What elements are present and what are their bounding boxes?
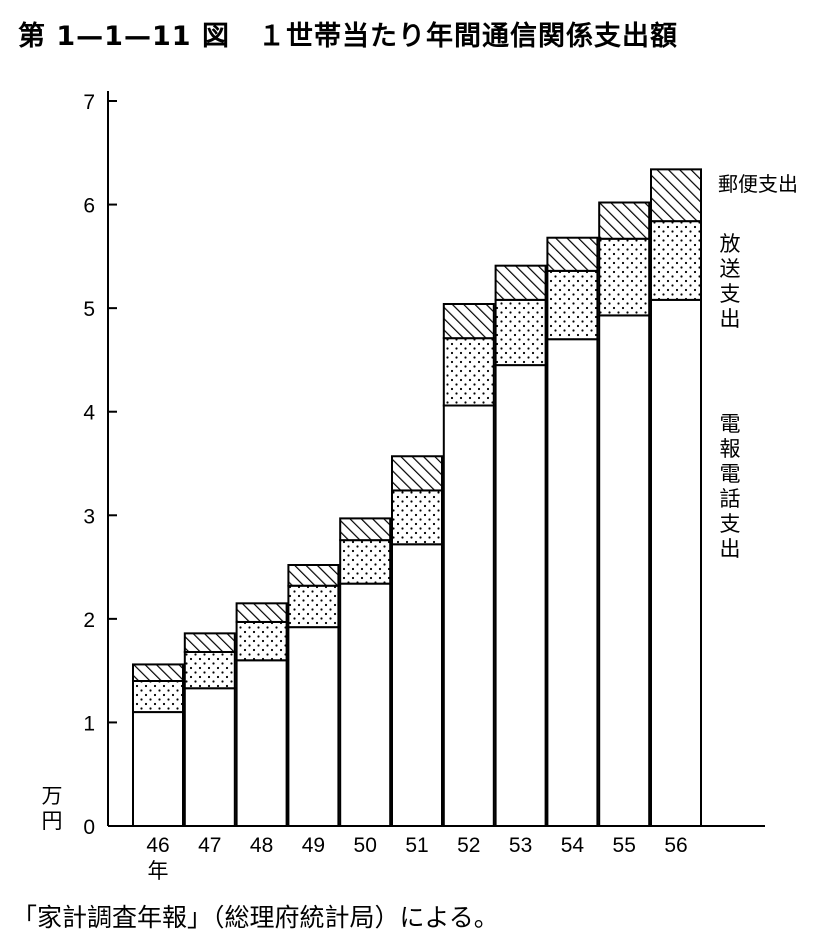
x-tick-label: 55 <box>613 834 636 857</box>
x-unit-label: 年 <box>148 859 169 883</box>
legend-label-broadcast: 放送支出 <box>719 232 741 331</box>
x-tick-label: 53 <box>509 834 532 857</box>
bar-segment-plain <box>650 298 702 828</box>
x-tick-label: 46 <box>146 834 169 857</box>
bar-segment-dots <box>235 620 288 662</box>
legend-label-telecom: 電報電話支出 <box>719 412 741 561</box>
bar-segment-hatch <box>339 517 392 542</box>
x-tick-label: 48 <box>250 834 273 857</box>
bar-segment-dots <box>183 651 236 690</box>
bar-segment-plain <box>339 582 392 828</box>
y-tick-label: 1 <box>83 712 95 735</box>
bar-segment-plain <box>132 711 184 827</box>
bar-segment-hatch <box>598 201 651 240</box>
bar-segment-dots <box>598 237 651 317</box>
x-tick-label: 51 <box>405 834 428 857</box>
y-tick-label: 7 <box>83 91 95 114</box>
bar-segment-dots <box>339 539 392 585</box>
bar-segment-dots <box>494 298 547 367</box>
x-tick-label: 47 <box>198 834 221 857</box>
bar-segment-plain <box>287 626 340 828</box>
bar-segment-hatch <box>183 632 236 653</box>
bar-segment-dots <box>650 220 702 301</box>
bar-segment-hatch <box>132 663 184 683</box>
bar-segment-dots <box>442 337 495 407</box>
bars-group <box>132 168 702 828</box>
x-tick-label: 56 <box>664 834 687 857</box>
bar-segment-hatch <box>442 303 495 340</box>
bar-segment-plain <box>391 543 443 827</box>
y-tick-label: 5 <box>83 298 95 321</box>
bar-segment-hatch <box>391 455 443 492</box>
chart-title: 第 1—1—11 図 １世帯当たり年間通信関係支出額 <box>18 21 678 52</box>
bar-segment-plain <box>546 338 599 827</box>
bar-segment-hatch <box>546 236 599 272</box>
legend-label-postal: 郵便支出 <box>718 172 798 196</box>
bar-segment-hatch <box>287 564 340 587</box>
y-tick-label: 3 <box>83 505 95 528</box>
bar-segment-dots <box>287 584 340 629</box>
bar-segment-hatch <box>650 168 702 223</box>
bar-segment-plain <box>598 314 651 827</box>
y-tick-label: 2 <box>83 609 95 632</box>
y-unit-label: 万円 <box>41 784 63 833</box>
bar-segment-hatch <box>494 264 547 301</box>
x-tick-label: 49 <box>302 834 325 857</box>
bar-segment-hatch <box>235 602 288 623</box>
bar-segment-dots <box>132 680 184 714</box>
bar-segment-plain <box>494 364 547 827</box>
x-tick-label: 52 <box>457 834 480 857</box>
bar-segment-plain <box>183 687 236 827</box>
x-tick-label: 54 <box>561 834 585 857</box>
y-tick-label: 4 <box>83 402 95 425</box>
bar-segment-plain <box>235 659 288 827</box>
bar-segment-dots <box>546 269 599 341</box>
y-tick-label: 0 <box>83 816 95 839</box>
bar-segment-dots <box>391 489 443 546</box>
x-tick-label: 50 <box>354 834 377 857</box>
bar-segment-plain <box>442 404 495 827</box>
source-note: 「家計調査年報」（総理府統計局）による。 <box>12 903 499 932</box>
y-tick-label: 6 <box>83 195 95 218</box>
